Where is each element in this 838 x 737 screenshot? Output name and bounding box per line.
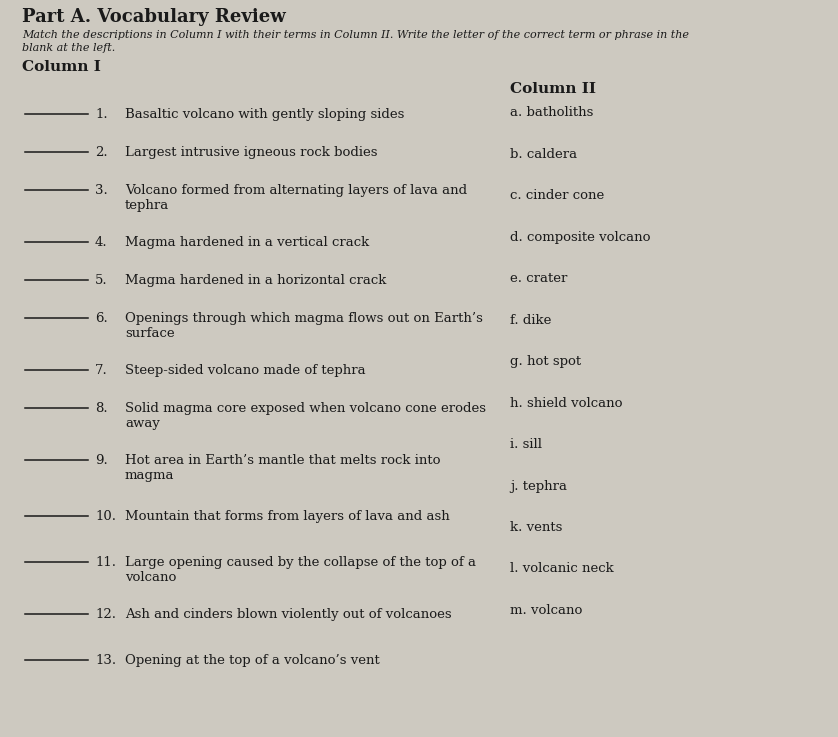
Text: 8.: 8. bbox=[95, 402, 107, 415]
Text: Ash and cinders blown violently out of volcanoes: Ash and cinders blown violently out of v… bbox=[125, 608, 452, 621]
Text: Mountain that forms from layers of lava and ash: Mountain that forms from layers of lava … bbox=[125, 510, 450, 523]
Text: Solid magma core exposed when volcano cone erodes
away: Solid magma core exposed when volcano co… bbox=[125, 402, 486, 430]
Text: Part A. Vocabulary Review: Part A. Vocabulary Review bbox=[22, 8, 286, 26]
Text: i. sill: i. sill bbox=[510, 438, 542, 451]
Text: b. caldera: b. caldera bbox=[510, 147, 577, 161]
Text: c. cinder cone: c. cinder cone bbox=[510, 189, 604, 202]
Text: Column I: Column I bbox=[22, 60, 101, 74]
Text: 10.: 10. bbox=[95, 510, 116, 523]
Text: Volcano formed from alternating layers of lava and
tephra: Volcano formed from alternating layers o… bbox=[125, 184, 467, 212]
Text: j. tephra: j. tephra bbox=[510, 480, 567, 492]
Text: e. crater: e. crater bbox=[510, 272, 567, 285]
Text: Magma hardened in a vertical crack: Magma hardened in a vertical crack bbox=[125, 236, 370, 249]
Text: 2.: 2. bbox=[95, 146, 107, 159]
Text: Hot area in Earth’s mantle that melts rock into
magma: Hot area in Earth’s mantle that melts ro… bbox=[125, 454, 441, 482]
Text: Steep-sided volcano made of tephra: Steep-sided volcano made of tephra bbox=[125, 364, 365, 377]
Text: Opening at the top of a volcano’s vent: Opening at the top of a volcano’s vent bbox=[125, 654, 380, 667]
Text: Magma hardened in a horizontal crack: Magma hardened in a horizontal crack bbox=[125, 274, 386, 287]
Text: 4.: 4. bbox=[95, 236, 107, 249]
Text: Basaltic volcano with gently sloping sides: Basaltic volcano with gently sloping sid… bbox=[125, 108, 405, 121]
Text: g. hot spot: g. hot spot bbox=[510, 355, 581, 368]
Text: k. vents: k. vents bbox=[510, 521, 562, 534]
Text: d. composite volcano: d. composite volcano bbox=[510, 231, 650, 243]
Text: 1.: 1. bbox=[95, 108, 107, 121]
Text: Largest intrusive igneous rock bodies: Largest intrusive igneous rock bodies bbox=[125, 146, 377, 159]
Text: f. dike: f. dike bbox=[510, 313, 551, 326]
Text: h. shield volcano: h. shield volcano bbox=[510, 397, 623, 410]
Text: Openings through which magma flows out on Earth’s
surface: Openings through which magma flows out o… bbox=[125, 312, 483, 340]
Text: Match the descriptions in Column I with their terms in Column II. Write the lett: Match the descriptions in Column I with … bbox=[22, 30, 689, 40]
Text: Large opening caused by the collapse of the top of a
volcano: Large opening caused by the collapse of … bbox=[125, 556, 476, 584]
Text: 13.: 13. bbox=[95, 654, 116, 667]
Text: 7.: 7. bbox=[95, 364, 108, 377]
Text: 9.: 9. bbox=[95, 454, 108, 467]
Text: a. batholiths: a. batholiths bbox=[510, 106, 593, 119]
Text: m. volcano: m. volcano bbox=[510, 604, 582, 617]
Text: l. volcanic neck: l. volcanic neck bbox=[510, 562, 613, 576]
Text: 12.: 12. bbox=[95, 608, 116, 621]
Text: 11.: 11. bbox=[95, 556, 116, 569]
Text: 3.: 3. bbox=[95, 184, 108, 197]
Text: blank at the left.: blank at the left. bbox=[22, 43, 116, 53]
Text: 6.: 6. bbox=[95, 312, 108, 325]
Text: Column II: Column II bbox=[510, 82, 596, 96]
Text: 5.: 5. bbox=[95, 274, 107, 287]
